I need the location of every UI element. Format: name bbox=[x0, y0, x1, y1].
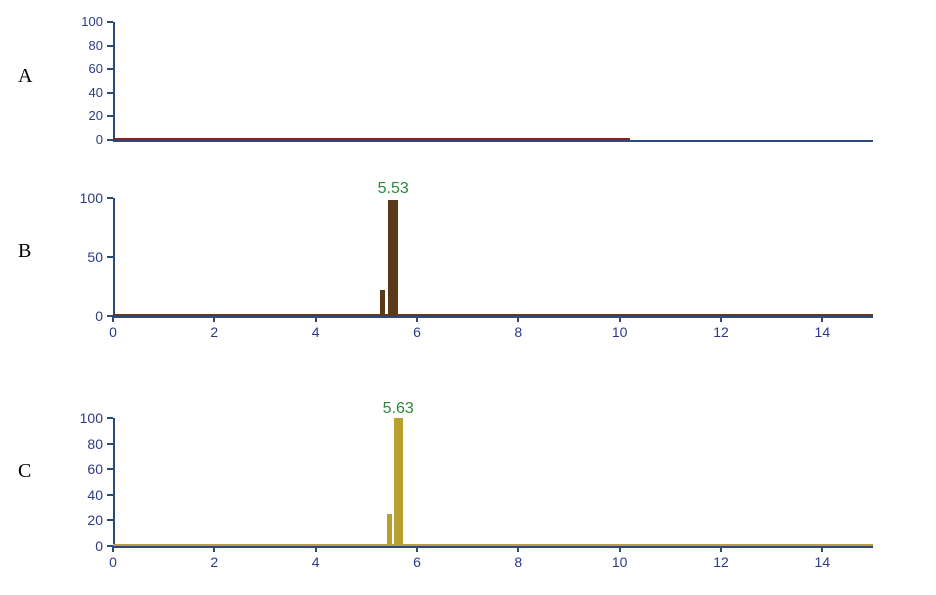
baseline-trace bbox=[113, 314, 873, 316]
x-tick bbox=[720, 546, 722, 552]
x-tick bbox=[315, 316, 317, 322]
x-tick bbox=[213, 546, 215, 552]
x-tick bbox=[517, 546, 519, 552]
chromatogram-plot: 0 20 40 60 80 100 0 2 4 6 8 10 12 14 5.63 bbox=[55, 390, 895, 580]
y-tick-label: 80 bbox=[73, 436, 103, 452]
y-tick bbox=[107, 21, 113, 23]
y-tick bbox=[107, 68, 113, 70]
peak bbox=[380, 290, 385, 316]
panel-label-a: A bbox=[0, 65, 50, 88]
peak bbox=[387, 514, 392, 546]
x-tick bbox=[416, 316, 418, 322]
chart-a: 0 20 40 60 80 100 bbox=[55, 10, 895, 160]
y-tick bbox=[107, 468, 113, 470]
panel-a: A 0 20 40 60 80 100 bbox=[0, 10, 895, 160]
y-tick bbox=[107, 443, 113, 445]
y-tick-label: 50 bbox=[73, 249, 103, 265]
x-tick bbox=[517, 316, 519, 322]
peak bbox=[388, 200, 398, 316]
panel-c: C 0 20 40 60 80 100 0 2 4 6 8 10 12 14 5.63 bbox=[0, 390, 895, 580]
x-tick-label: 12 bbox=[713, 554, 729, 570]
y-tick bbox=[107, 256, 113, 258]
x-tick bbox=[112, 316, 114, 322]
peak-label: 5.53 bbox=[378, 180, 409, 198]
x-tick-label: 0 bbox=[109, 324, 117, 340]
y-axis bbox=[113, 198, 115, 316]
chart-c: 0 20 40 60 80 100 0 2 4 6 8 10 12 14 5.63 bbox=[55, 390, 895, 580]
x-tick bbox=[821, 546, 823, 552]
y-axis bbox=[113, 22, 115, 140]
chromatogram-plot: 0 50 100 0 2 4 6 8 10 12 14 5.53 bbox=[55, 180, 895, 350]
peak-label: 5.63 bbox=[383, 400, 414, 418]
chart-b: 0 50 100 0 2 4 6 8 10 12 14 5.53 bbox=[55, 180, 895, 350]
y-tick-label: 80 bbox=[73, 38, 103, 53]
y-tick bbox=[107, 494, 113, 496]
y-tick-label: 40 bbox=[73, 487, 103, 503]
y-tick-label: 20 bbox=[73, 108, 103, 123]
y-tick bbox=[107, 197, 113, 199]
x-tick-label: 8 bbox=[514, 554, 522, 570]
baseline-trace bbox=[113, 544, 873, 546]
y-tick-label: 100 bbox=[73, 410, 103, 426]
x-tick bbox=[416, 546, 418, 552]
y-tick-label: 60 bbox=[73, 461, 103, 477]
y-tick-label: 100 bbox=[73, 14, 103, 29]
y-tick bbox=[107, 92, 113, 94]
x-tick-label: 6 bbox=[413, 324, 421, 340]
x-axis bbox=[113, 316, 873, 318]
x-tick bbox=[619, 316, 621, 322]
x-tick-label: 12 bbox=[713, 324, 729, 340]
panel-label-c: C bbox=[0, 460, 50, 483]
x-tick bbox=[720, 316, 722, 322]
x-tick-label: 6 bbox=[413, 554, 421, 570]
y-tick bbox=[107, 45, 113, 47]
x-tick bbox=[112, 546, 114, 552]
y-tick-label: 40 bbox=[73, 85, 103, 100]
x-tick-label: 0 bbox=[109, 554, 117, 570]
x-tick-label: 4 bbox=[312, 554, 320, 570]
y-axis bbox=[113, 418, 115, 546]
panel-label-b: B bbox=[0, 240, 50, 263]
y-tick-label: 0 bbox=[73, 132, 103, 147]
x-tick-label: 2 bbox=[210, 324, 218, 340]
panel-b: B 0 50 100 0 2 4 6 8 10 12 14 5.53 bbox=[0, 180, 895, 350]
x-tick-label: 8 bbox=[514, 324, 522, 340]
chromatogram-plot: 0 20 40 60 80 100 bbox=[55, 10, 895, 160]
x-tick-label: 10 bbox=[612, 554, 628, 570]
y-tick-label: 100 bbox=[73, 190, 103, 206]
y-tick-label: 0 bbox=[73, 308, 103, 324]
x-tick bbox=[315, 546, 317, 552]
y-tick bbox=[107, 417, 113, 419]
x-tick-label: 14 bbox=[815, 554, 831, 570]
x-axis bbox=[113, 140, 873, 142]
x-tick bbox=[619, 546, 621, 552]
baseline-trace bbox=[113, 138, 630, 140]
x-tick bbox=[213, 316, 215, 322]
x-tick-label: 10 bbox=[612, 324, 628, 340]
x-tick-label: 4 bbox=[312, 324, 320, 340]
y-tick bbox=[107, 519, 113, 521]
x-axis bbox=[113, 546, 873, 548]
y-tick-label: 0 bbox=[73, 538, 103, 554]
y-tick-label: 20 bbox=[73, 512, 103, 528]
y-tick bbox=[107, 115, 113, 117]
x-tick-label: 2 bbox=[210, 554, 218, 570]
x-tick-label: 14 bbox=[815, 324, 831, 340]
x-tick bbox=[821, 316, 823, 322]
peak bbox=[394, 418, 403, 546]
y-tick-label: 60 bbox=[73, 61, 103, 76]
